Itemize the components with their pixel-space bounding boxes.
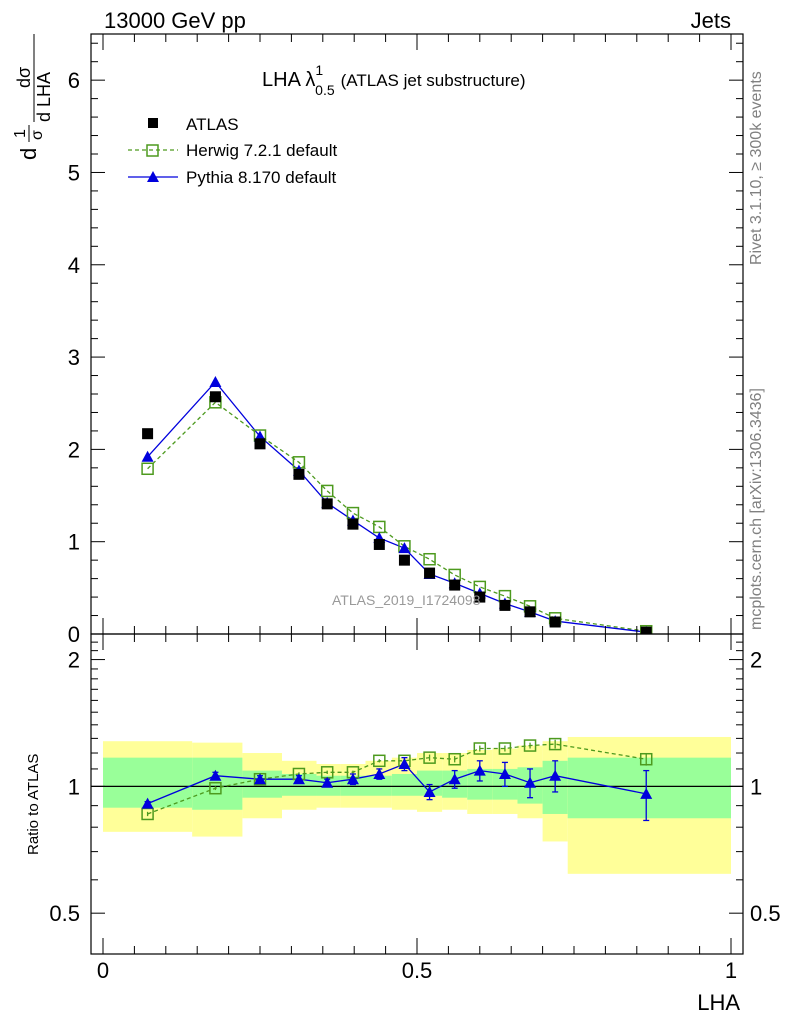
atlas-point (398, 554, 410, 566)
main-ytick-label: 5 (68, 160, 80, 185)
pythia-point (398, 542, 411, 554)
ratio-frame (90, 633, 744, 955)
atlas-point (640, 626, 652, 634)
herwig-ratio-point (209, 781, 222, 795)
ratio-xtick-label: 0 (97, 958, 109, 983)
watermark: ATLAS_2019_I1724098 (332, 592, 481, 608)
herwig-ratio-point (548, 737, 562, 751)
legend-label-pythia: Pythia 8.170 default (186, 168, 337, 187)
ratio-ytick-label: 0.5 (49, 901, 80, 926)
plot-title-sub: 0.5 (315, 82, 335, 98)
legend-marker-pythia (147, 171, 159, 182)
atlas-point (449, 579, 461, 591)
herwig-ratio-point (498, 742, 512, 755)
atlas-point (373, 538, 385, 550)
main-ytick-label: 4 (68, 253, 80, 278)
header-right: Jets (691, 8, 731, 33)
herwig-ratio-line (147, 743, 647, 815)
x-axis-label: LHA (697, 990, 740, 1015)
main-ytick-label: 3 (68, 345, 80, 370)
herwig-ratio-point (639, 752, 653, 766)
pythia-point (209, 376, 222, 387)
pythia-ratio-point (473, 764, 486, 776)
side-bottom-text: mcplots.cern.ch [arXiv:1306.3436] (748, 388, 765, 630)
legend-label-herwig: Herwig 7.2.1 default (186, 141, 337, 160)
pythia-ratio-point (292, 773, 305, 785)
pythia-ratio-point (254, 773, 266, 785)
herwig-point (423, 552, 436, 566)
ratio-xtick-label: 1 (725, 958, 737, 983)
atlas-point (254, 438, 266, 450)
ylabel-sigma: σ (29, 130, 46, 140)
atlas-point (142, 428, 154, 440)
atlas-point (549, 616, 561, 628)
plot-title-sup: 1 (315, 62, 323, 78)
y-axis-label: d 1 σ dσ d LHA (12, 34, 54, 160)
atlas-point (499, 599, 511, 611)
pythia-ratio-point (549, 769, 562, 781)
herwig-ratio-point (423, 751, 436, 764)
legend-marker-herwig (146, 144, 159, 157)
main-ytick-label: 2 (68, 437, 80, 462)
pythia-ratio-point (346, 773, 359, 785)
pythia-ratio-point (498, 767, 511, 779)
main-ytick-label: 6 (68, 68, 80, 93)
pythia-ratio-point (321, 776, 334, 788)
herwig-ratio-point (373, 754, 386, 768)
atlas-point (474, 591, 486, 603)
ratio-band-inner (567, 757, 731, 819)
ylabel-dsigma: dσ (14, 67, 34, 88)
ylabel-dlha: d LHA (34, 72, 54, 122)
herwig-point (320, 484, 334, 498)
ratio-xtick-label: 0.5 (402, 958, 433, 983)
side-top-text: Rivet 3.1.10, ≥ 300k events (748, 71, 765, 265)
herwig-ratio-point (473, 742, 487, 755)
atlas-point (524, 606, 536, 618)
pythia-ratio-point (209, 769, 222, 781)
ratio-band-inner (192, 757, 243, 810)
ratio-band-inner (391, 773, 417, 796)
pythia-ratio-point (448, 773, 461, 785)
atlas-point (347, 518, 359, 530)
atlas-point (321, 498, 333, 510)
ylabel-d-1: d (16, 148, 41, 160)
legend-marker-atlas (148, 118, 158, 128)
herwig-ratio-point (523, 739, 537, 752)
pythia-ratio-point (423, 785, 436, 797)
legend: ATLAS Herwig 7.2.1 default Pythia 8.170 … (128, 115, 337, 187)
pythia-ratio-point (398, 758, 411, 770)
herwig-ratio-point (448, 752, 461, 766)
atlas-point (424, 567, 436, 579)
ratio-ytick-label-right: 0.5 (750, 901, 781, 926)
ratio-panel: 0.5 0.5 1 1 2 2 0 0.5 1 Ratio to ATLAS LHA (25, 633, 781, 1015)
ratio-ytick-label-right: 2 (750, 648, 762, 673)
pythia-ratio-point (640, 787, 653, 799)
ratio-ytick-label: 1 (68, 774, 80, 799)
ratio-band-inner (340, 775, 366, 796)
header-left: 13000 GeV pp (104, 8, 246, 33)
ratio-y-label: Ratio to ATLAS (25, 754, 42, 855)
herwig-point (141, 462, 154, 476)
ratio-ytick-label-right: 1 (750, 774, 762, 799)
ylabel-one: 1 (12, 129, 29, 138)
plot-title-suffix: (ATLAS jet substructure) (341, 71, 526, 90)
pythia-point (141, 450, 154, 462)
pythia-ratio-point (524, 776, 537, 788)
plot-title: LHA λ1 0.5 (ATLAS jet substructure) (262, 62, 525, 98)
herwig-line (147, 401, 647, 632)
ratio-band-inner (365, 775, 392, 796)
main-ytick-label: 0 (68, 622, 80, 647)
plot-title-main: LHA λ (262, 69, 315, 91)
pythia-ratio-point (373, 767, 386, 779)
pythia-ratio-point (141, 797, 154, 809)
main-ytick-label: 1 (68, 530, 80, 555)
legend-label-atlas: ATLAS (186, 115, 239, 134)
atlas-point (209, 391, 221, 403)
ratio-ytick-label: 2 (68, 648, 80, 673)
atlas-point (293, 468, 305, 480)
